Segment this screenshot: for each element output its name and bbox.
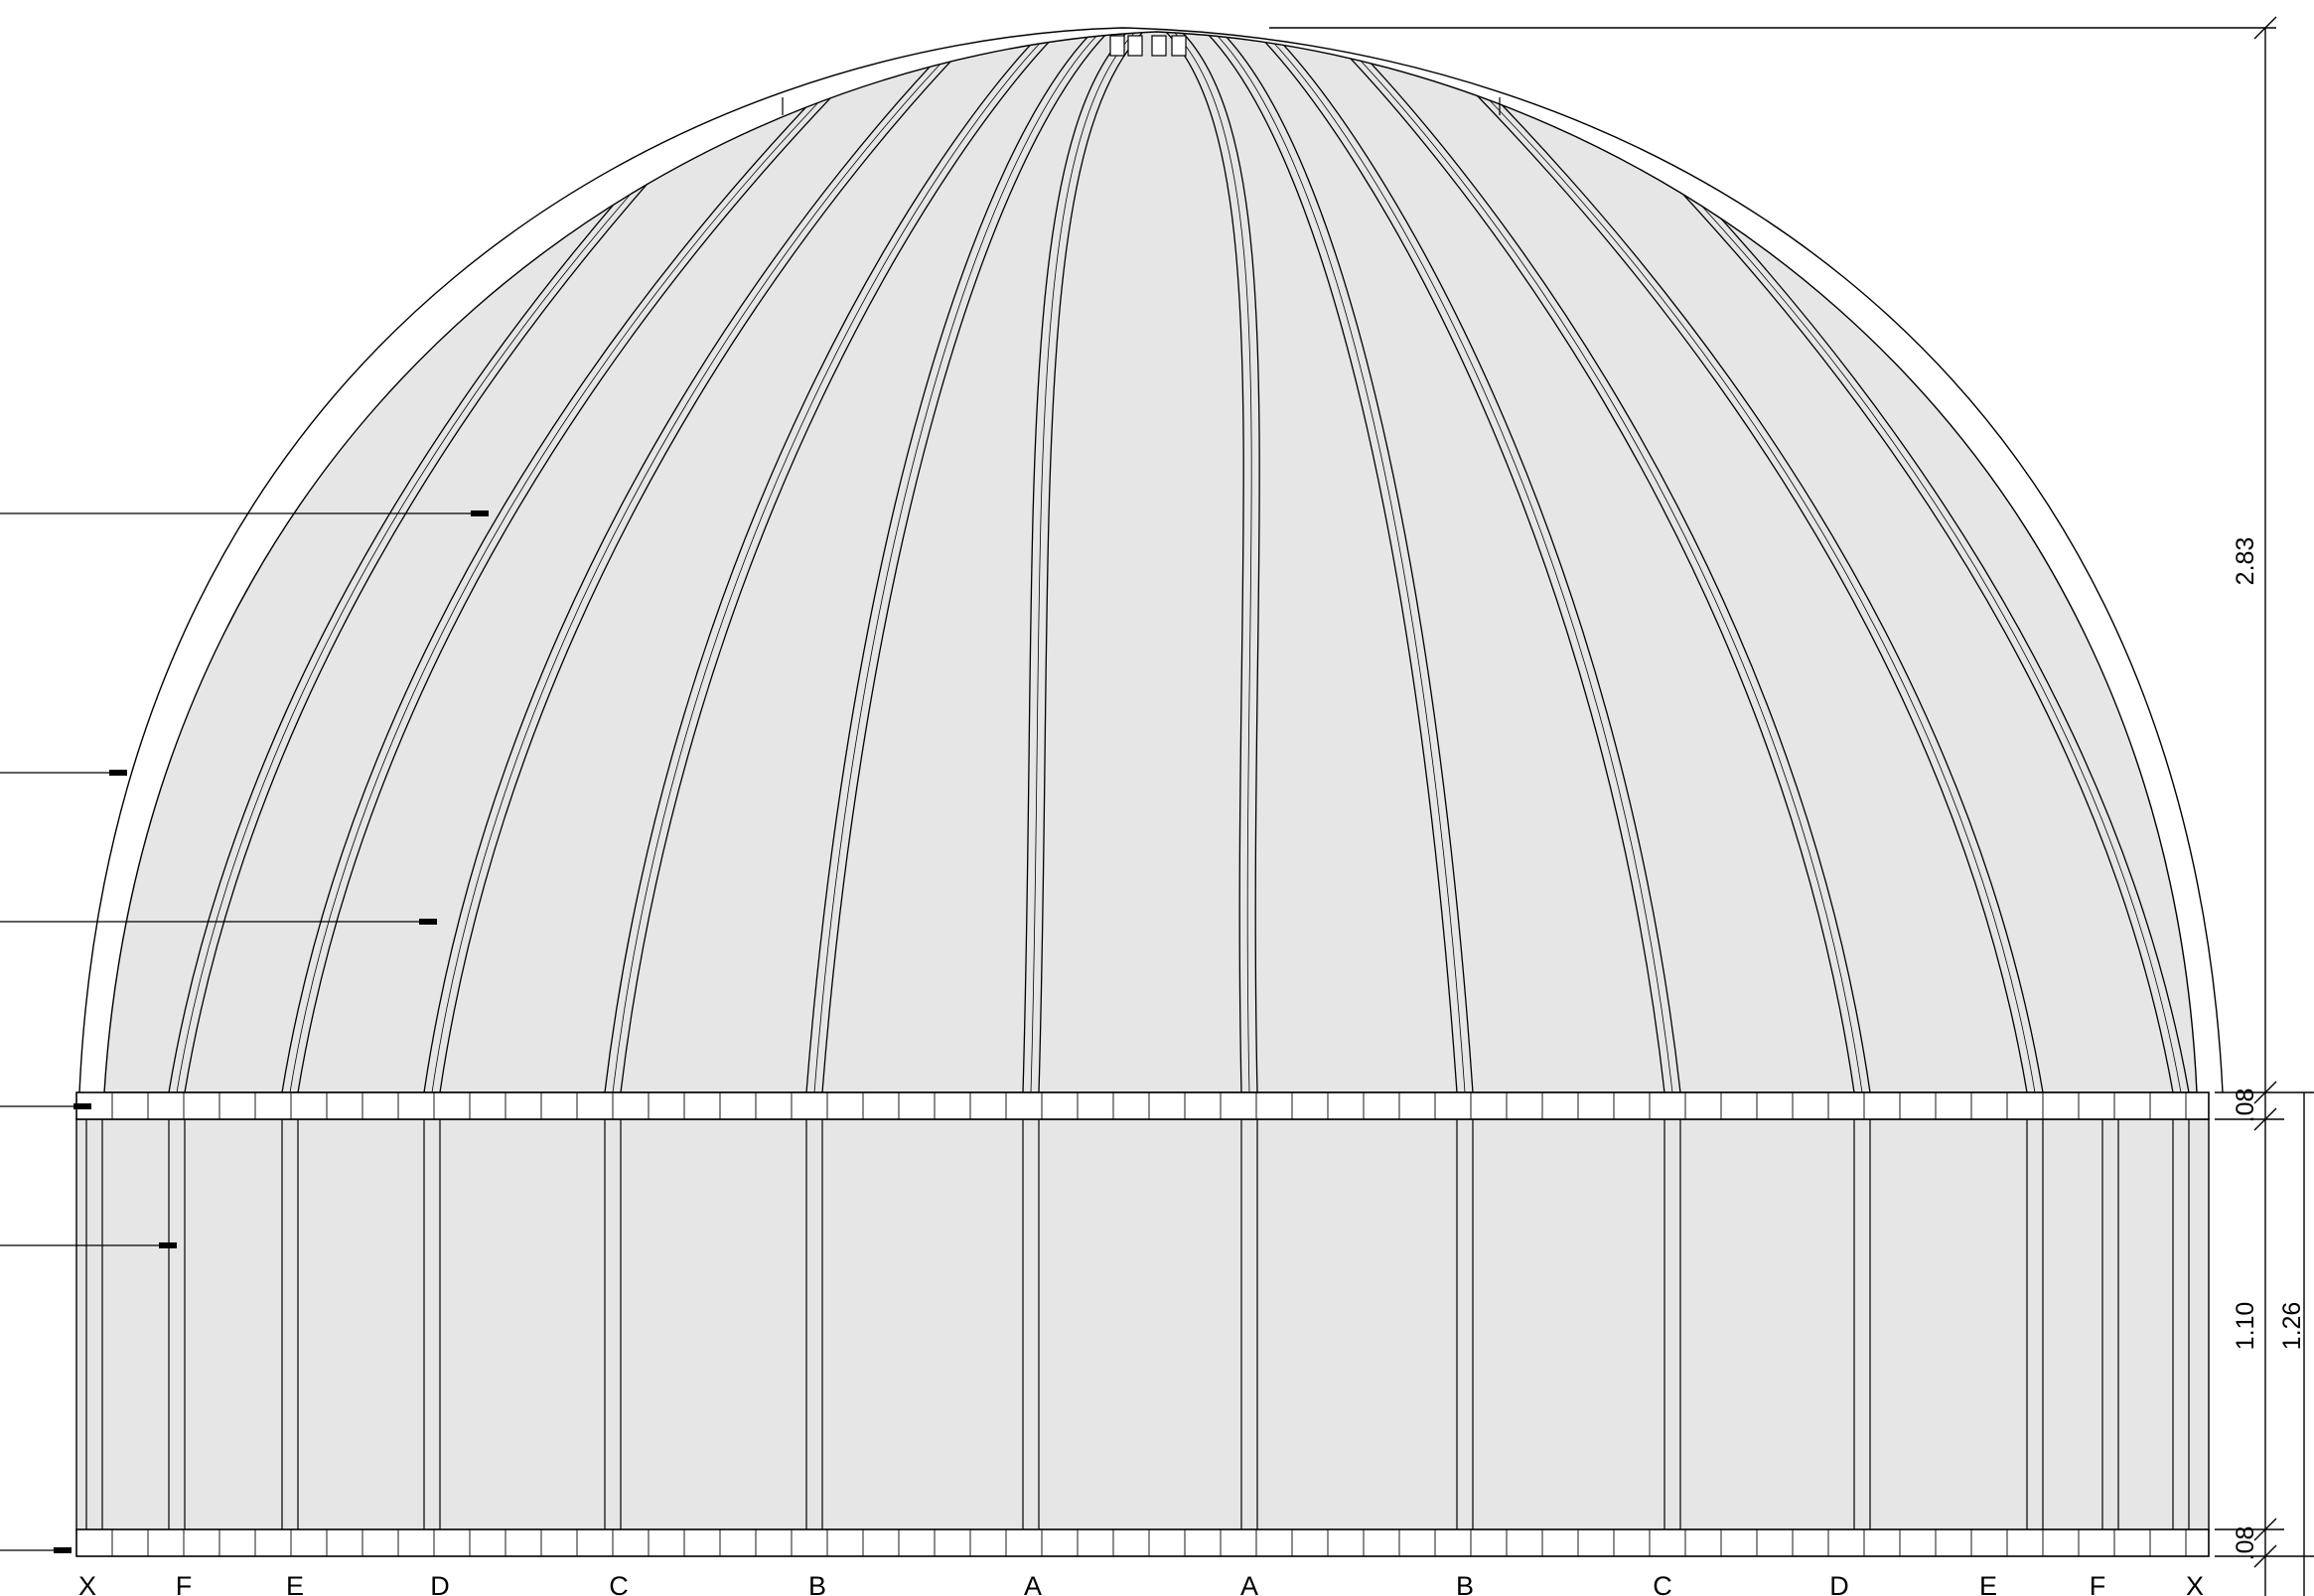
dome-rib-center [1171,32,1252,1092]
dome-shell [78,27,2224,1093]
dome-rib-inner [297,32,898,1092]
dome-rib-inner [1038,32,1146,1092]
dome-rib-center [1330,32,1863,1092]
drum [75,1091,2210,1557]
dome-rib-inner [1219,32,1474,1092]
dome-rib-outer [1252,32,1665,1092]
dome-rib-outer [1411,32,2028,1092]
leader-arrowhead [419,919,437,925]
dim-upper-ring-label: .08 [2232,1088,2259,1123]
crown-rib-ends [782,35,1501,115]
leader-arrowhead [109,770,127,776]
grid-axis-label: B [808,1571,826,1596]
dome-rib-outer [1022,32,1130,1092]
ring-beam-outline [75,1528,2210,1557]
grid-axis-label: X [78,1571,96,1596]
leader-arrowhead [471,510,489,516]
dome-rib-outer [1203,32,1458,1092]
dim-drum-height-label: 1.10 [2232,1302,2259,1351]
dome-rib-inner [821,32,1111,1092]
drum-stiles [85,1119,2190,1529]
dome-rib-center [813,32,1103,1092]
grid-axis-label: F [2090,1571,2106,1596]
grid-axis-label: C [609,1571,629,1596]
dome-rib-inner [1268,32,1681,1092]
grid-axis-label: D [430,1571,450,1596]
dome-rib-inner [1338,32,1871,1092]
dome-rib-center [1030,32,1138,1092]
grid-axis-label: F [176,1571,193,1596]
grid-axis-label: E [1979,1571,1997,1596]
grid-axis-label: D [1829,1571,1849,1596]
grid-axis-label: A [1240,1571,1258,1596]
crown-rib-cap [1127,35,1143,57]
dome-rib-center [1211,32,1466,1092]
dome-panel-fill [103,31,2198,1093]
grid-axis-label: C [1653,1571,1672,1596]
dome-rib-inner [620,32,1062,1092]
dim-tick-top [2253,16,2277,40]
dome-rib-center [1260,32,1673,1092]
dome-rib-outer [805,32,1095,1092]
upper-ring-beam [75,1091,2210,1120]
dome-rib-center [431,32,974,1092]
dome-rib-outer [1163,32,1244,1092]
dome-rib-center [1419,32,2036,1092]
dome-rib-inner [439,32,982,1092]
dome-rib-outer [604,32,1046,1092]
dim-total-drum-label: 1.26 [2278,1302,2306,1351]
dome-rib-center [612,32,1054,1092]
lower-ring-beam [75,1528,2210,1557]
dome-outer-arc [78,27,2224,1093]
crown-rib-cap [1171,35,1187,57]
leader-lines [0,510,489,1553]
leader-arrowhead [159,1242,177,1248]
dimension-chain [1269,16,2314,1596]
dome-rib-inner [1179,32,1260,1092]
dim-dome-height-label: 2.83 [2232,537,2259,586]
ring-beam-outline [75,1091,2210,1120]
dome-rib-outer [423,32,966,1092]
grid-axis-label: E [286,1571,304,1596]
grid-axis-label: X [2186,1571,2204,1596]
leader-arrowhead [73,1103,91,1109]
grid-axis-label: A [1024,1571,1042,1596]
drum-panel-fill [75,1118,2210,1531]
crown-rib-cap [1151,35,1167,57]
grid-axis-label: B [1456,1571,1474,1596]
dome-rib-outer [1322,32,1855,1092]
crown-rib-cap [1109,35,1125,57]
dim-lower-ring-label: .08 [2232,1526,2259,1561]
leader-arrowhead [54,1547,72,1553]
